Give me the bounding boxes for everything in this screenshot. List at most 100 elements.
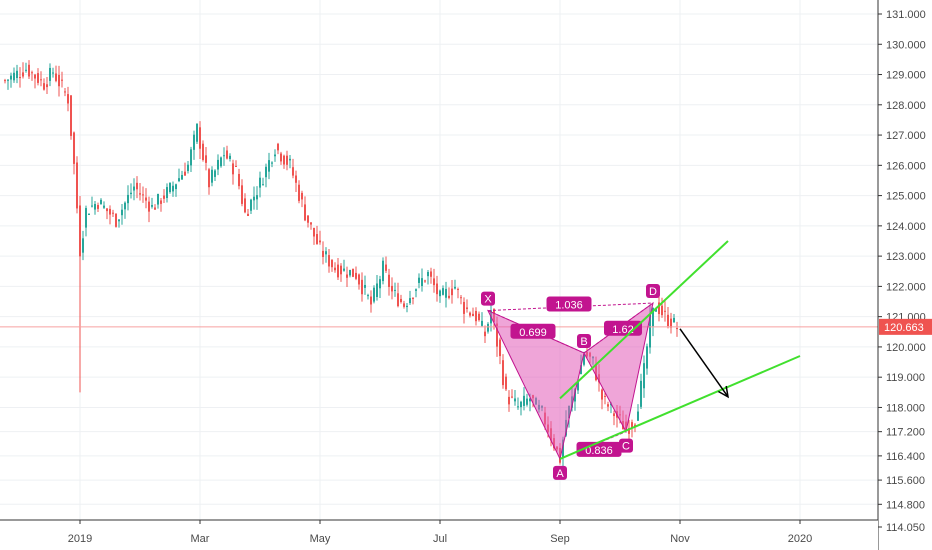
pattern-point-b-badge[interactable] — [577, 333, 591, 348]
candle-down — [658, 302, 660, 315]
candle-up — [580, 364, 582, 375]
candle-down — [430, 271, 432, 277]
candle-up — [637, 411, 639, 421]
candle-up — [640, 380, 642, 407]
candle-up — [88, 213, 90, 215]
time-scale-panel[interactable] — [0, 520, 878, 550]
x-tick-label: Mar — [191, 533, 210, 545]
candle-down — [295, 175, 297, 183]
last-price-badge — [879, 318, 932, 335]
candle-up — [523, 395, 525, 406]
candle-down — [142, 194, 144, 196]
pattern-ratio-badge[interactable] — [546, 296, 592, 312]
candle-up — [211, 169, 213, 183]
trend-line-lower-channel[interactable] — [559, 355, 801, 460]
candle-down — [241, 185, 243, 204]
candle-down — [403, 303, 405, 307]
pattern-ratio-badge[interactable] — [510, 323, 556, 339]
candle-down — [511, 396, 513, 398]
candle-down — [676, 328, 678, 330]
candle-up — [526, 398, 528, 405]
candle-down — [304, 204, 306, 221]
x-tick-label: Sep — [550, 533, 570, 545]
candle-down — [277, 143, 279, 151]
candle-up — [382, 260, 384, 282]
candle-down — [34, 74, 36, 79]
candle-down — [106, 208, 108, 212]
candle-down — [391, 285, 393, 292]
candle-down — [319, 240, 321, 243]
candle-down — [385, 264, 387, 271]
candles — [4, 60, 678, 468]
pattern-ratio-badge[interactable] — [576, 441, 622, 457]
candle-down — [466, 307, 468, 309]
candle-down — [484, 331, 486, 337]
y-tick-label: 122.000 — [886, 281, 926, 293]
candle-down — [199, 127, 201, 149]
pattern-point-a-badge[interactable] — [553, 465, 567, 480]
candle-down — [232, 163, 234, 175]
pattern-ratio-badge[interactable] — [604, 320, 642, 336]
candle-down — [235, 165, 237, 167]
x-tick-label: Jul — [433, 533, 447, 545]
pattern-point-x-badge[interactable] — [481, 291, 495, 306]
candle-down — [307, 215, 309, 223]
candle-down — [145, 197, 147, 201]
candle-up — [427, 272, 429, 277]
candle-up — [157, 193, 159, 205]
projection-arrow[interactable] — [679, 328, 729, 399]
candle-up — [325, 251, 327, 255]
candle-down — [184, 171, 186, 176]
projection-arrow-shaft[interactable] — [679, 328, 729, 398]
candle-down — [292, 167, 294, 176]
harmonic-pattern[interactable]: X A B C D 0.699 1.036 1.62 0.836 — [481, 284, 660, 480]
candle-down — [205, 155, 207, 163]
candle-up — [229, 155, 231, 159]
y-tick-label: 130.000 — [886, 39, 926, 51]
pattern-ratio-label: 0.836 — [585, 445, 613, 457]
candle-up — [85, 208, 87, 228]
candle-up — [376, 283, 378, 298]
candle-up — [562, 439, 564, 458]
y-tick-label: 127.000 — [886, 130, 926, 142]
candle-down — [340, 265, 342, 275]
candle-up — [646, 346, 648, 369]
candle-up — [259, 177, 261, 188]
candle-up — [421, 278, 423, 287]
trend-lines[interactable] — [559, 240, 801, 460]
candle-up — [349, 269, 351, 276]
candle-up — [454, 286, 456, 289]
candle-up — [268, 160, 270, 172]
candle-down — [478, 313, 480, 321]
candle-down — [40, 79, 42, 81]
candle-down — [400, 298, 402, 303]
candle-down — [37, 73, 39, 83]
candle-up — [274, 154, 276, 157]
candle-down — [31, 72, 33, 74]
trend-line-upper-channel[interactable] — [559, 240, 729, 400]
candle-down — [601, 389, 603, 400]
candle-up — [439, 290, 441, 297]
candle-up — [25, 69, 27, 71]
y-tick-label: 120.000 — [886, 342, 926, 354]
x-tick-label: Nov — [670, 533, 690, 545]
y-tick-label: 126.000 — [886, 160, 926, 172]
candle-down — [28, 64, 30, 77]
candle-up — [13, 72, 15, 81]
price-scale-panel[interactable] — [878, 0, 932, 550]
candle-up — [196, 123, 198, 142]
pattern-point-d-badge[interactable] — [646, 284, 660, 299]
x-tick-label: 2020 — [788, 533, 812, 545]
candle-down — [508, 396, 510, 405]
candle-down — [475, 311, 477, 322]
candle-up — [217, 159, 219, 170]
pattern-point-c-badge[interactable] — [619, 438, 633, 453]
pattern-ratio-label: 0.699 — [519, 327, 547, 339]
y-tick-label: 115.600 — [886, 475, 925, 487]
candle-up — [118, 219, 120, 222]
candle-up — [271, 162, 273, 164]
candle-down — [322, 250, 324, 258]
candle-up — [103, 205, 105, 208]
